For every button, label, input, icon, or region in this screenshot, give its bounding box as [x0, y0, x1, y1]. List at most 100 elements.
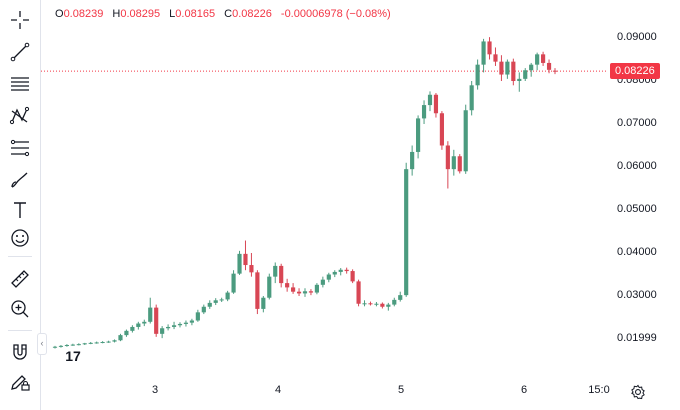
time-axis[interactable]: 3 4 5 6 15:0 — [41, 378, 610, 410]
candle-up — [535, 54, 540, 65]
zoom-in-icon[interactable] — [6, 295, 34, 323]
candle-up — [207, 302, 212, 307]
price-tick: 0.07000 — [617, 117, 657, 129]
chart-settings-button[interactable] — [627, 381, 649, 403]
candle-down — [439, 113, 444, 146]
change-value: -0.00006978 (−0.08%) — [280, 8, 391, 20]
candle-up — [529, 64, 534, 71]
candle-down — [350, 271, 355, 282]
brush-icon[interactable] — [6, 166, 34, 194]
candle-up — [94, 342, 99, 344]
candle-up — [58, 345, 64, 347]
candle-down — [279, 265, 284, 284]
candle-up — [267, 276, 272, 298]
price-tick: 0.09000 — [617, 31, 657, 43]
candle-up — [148, 307, 153, 322]
candle-up — [183, 322, 189, 324]
candle-down — [433, 94, 439, 114]
candle-down — [487, 41, 492, 55]
candle-up — [64, 345, 69, 347]
candle-up — [70, 344, 75, 346]
open-value: 0.08239 — [63, 8, 104, 20]
high-label: H — [112, 8, 121, 20]
pattern-icon[interactable] — [6, 102, 34, 130]
candle-up — [136, 323, 141, 327]
candle-down — [541, 54, 546, 63]
magnet-icon[interactable] — [6, 338, 34, 366]
candle-up — [166, 326, 171, 329]
time-tick: 3 — [151, 384, 159, 396]
candle-up — [320, 279, 325, 285]
candle-up — [112, 340, 117, 342]
time-tick: 15:0 — [588, 384, 610, 396]
candle-up — [201, 306, 206, 313]
candle-up — [100, 342, 105, 344]
current-price-badge: 0.08226 — [610, 63, 660, 79]
candle-up — [463, 110, 468, 172]
drawing-toolbar — [0, 0, 41, 410]
settings-icon — [631, 384, 645, 400]
candle-up — [302, 291, 308, 294]
candle-down — [546, 62, 552, 70]
candle-down — [511, 61, 516, 81]
candle-up — [517, 78, 522, 81]
candle-up — [416, 118, 421, 152]
low-value: 0.08165 — [175, 8, 216, 20]
candle-up — [237, 253, 242, 274]
candle-down — [499, 61, 504, 75]
candle-down — [445, 145, 450, 170]
price-tick: 0.06000 — [617, 160, 657, 172]
candle-up — [314, 284, 319, 293]
candle-up — [475, 64, 480, 86]
time-tick: 6 — [520, 384, 528, 396]
candle-up — [427, 94, 433, 106]
emoji-icon[interactable] — [6, 224, 34, 252]
price-tick: 0.01999 — [617, 332, 657, 344]
price-tick: 0.04000 — [617, 246, 657, 258]
price-axis[interactable]: 0.09000 0.08000 0.07000 0.06000 0.05000 … — [607, 0, 680, 378]
candle-up — [481, 41, 486, 65]
candle-up — [326, 274, 331, 280]
candle-up — [171, 325, 177, 327]
candle-up — [88, 342, 93, 344]
candle-up — [189, 320, 194, 323]
toolbar-collapse-handle[interactable]: ‹ — [37, 333, 47, 355]
price-chart[interactable] — [41, 0, 607, 378]
candle-up — [332, 271, 337, 275]
price-tick: 0.03000 — [617, 289, 657, 301]
candle-down — [285, 283, 290, 288]
candle-down — [356, 281, 361, 304]
candle-up — [160, 328, 165, 334]
candle-up — [219, 299, 224, 301]
candle-up — [523, 70, 528, 79]
candle-up — [231, 273, 236, 293]
candle-up — [106, 341, 111, 343]
candle-down — [243, 253, 248, 266]
candle-down — [249, 265, 254, 273]
pencil-lock-icon[interactable] — [6, 368, 34, 396]
candle-up — [261, 297, 266, 309]
candle-up — [225, 292, 230, 300]
trend-line-icon[interactable] — [6, 38, 34, 66]
candle-down — [493, 54, 498, 62]
candle-up — [386, 304, 391, 307]
candle-up — [130, 326, 135, 331]
price-tick: 0.05000 — [617, 203, 657, 215]
horizontal-lines-icon[interactable] — [6, 70, 34, 98]
ruler-icon[interactable] — [6, 265, 34, 293]
candle-down — [380, 303, 385, 307]
text-icon[interactable] — [6, 196, 34, 224]
close-label: C — [224, 8, 233, 20]
candle-down — [308, 291, 314, 293]
ohlc-legend: O0.08239 H0.08295 L0.08165 C0.08226 -0.0… — [55, 8, 397, 20]
crosshair-icon[interactable] — [6, 6, 34, 34]
candle-up — [410, 151, 415, 170]
fib-retracement-icon[interactable] — [6, 134, 34, 162]
tradingview-logo[interactable]: 17 — [56, 345, 90, 367]
candle-down — [368, 303, 373, 305]
candle-up — [505, 61, 510, 75]
candle-down — [344, 269, 349, 272]
candle-up — [76, 344, 81, 346]
candle-up — [374, 303, 379, 305]
candle-down — [457, 156, 462, 172]
